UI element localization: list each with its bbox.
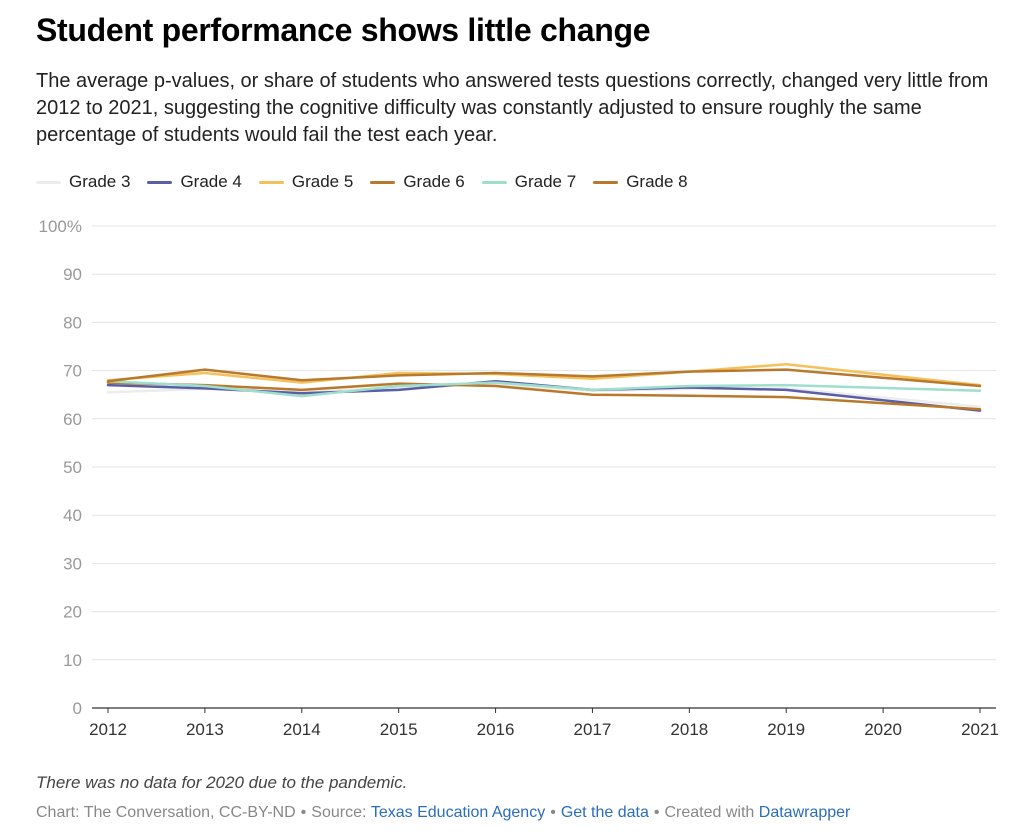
- x-tick-label: 2016: [477, 720, 515, 739]
- y-tick-label: 50: [63, 458, 82, 477]
- legend-label: Grade 3: [69, 172, 131, 191]
- y-tick-label: 80: [63, 313, 82, 332]
- x-tick-label: 2014: [283, 720, 321, 739]
- legend-label: Grade 5: [291, 172, 354, 191]
- legend-swatch: [36, 180, 61, 184]
- legend-label: Grade 4: [180, 172, 242, 191]
- x-tick-label: 2013: [186, 720, 224, 739]
- series-line-grade-8: [106, 368, 982, 388]
- footer-source-prefix: Source:: [311, 804, 367, 821]
- legend-item: Grade 5: [258, 172, 354, 192]
- chart-legend: Grade 3 Grade 4 Grade 5 Grade 6 Grade 7 Grade…: [36, 172, 705, 192]
- footer-separator: •: [653, 804, 660, 821]
- y-tick-label: 40: [63, 506, 82, 525]
- x-tick-label: 2021: [961, 720, 999, 739]
- line-chart: 0 10 20 30 40 50 60 70 80 90 100% 2012 2013 2014 2015 2…: [39, 217, 999, 739]
- series-line-grade-7: [106, 379, 982, 398]
- datawrapper-link[interactable]: Datawrapper: [758, 804, 851, 821]
- legend-swatch: [481, 180, 507, 184]
- legend-swatch: [258, 180, 284, 184]
- get-data-link[interactable]: Get the data: [560, 804, 649, 821]
- grid-layer: [92, 225, 996, 709]
- footer-credit: Chart: The Conversation, CC-BY-ND: [36, 804, 296, 821]
- chart-notes: There was no data for 2020 due to the pa…: [36, 773, 408, 792]
- legend-item: Grade 4: [147, 172, 242, 192]
- footer-created-prefix: Created with: [664, 804, 755, 821]
- y-tick-label: 100%: [39, 217, 82, 236]
- x-tick-label: 2015: [380, 720, 418, 739]
- legend-item: Grade 3: [36, 172, 130, 192]
- series-layer: [106, 363, 982, 412]
- y-tick-label: 0: [73, 699, 82, 718]
- chart-title: Student performance shows little change: [36, 12, 651, 48]
- y-tick-label: 10: [63, 651, 82, 670]
- legend-swatch: [593, 180, 619, 184]
- x-tick-label: 2012: [89, 720, 127, 739]
- y-tick-label: 60: [63, 410, 82, 429]
- legend-item: Grade 7: [481, 172, 577, 192]
- source-link[interactable]: Texas Education Agency: [370, 804, 546, 821]
- legend-item: Grade 6: [370, 172, 465, 192]
- x-tick-label: 2020: [864, 720, 902, 739]
- axis-layer: 0 10 20 30 40 50 60 70 80 90 100% 2012 2013 2014 2015 2…: [39, 217, 999, 739]
- y-tick-label: 90: [63, 265, 82, 284]
- x-tick-label: 2017: [574, 720, 612, 739]
- x-tick-label: 2019: [767, 720, 805, 739]
- footer-separator: •: [300, 804, 307, 821]
- chart-subtitle: The average p-values, or share of studen…: [36, 70, 989, 146]
- legend-label: Grade 7: [514, 172, 577, 191]
- y-tick-label: 70: [63, 362, 82, 381]
- x-tick-label: 2018: [670, 720, 708, 739]
- chart-footer: Chart: The Conversation, CC-BY-ND • Sour…: [36, 804, 850, 822]
- footer-separator: •: [550, 804, 556, 821]
- y-tick-label: 20: [63, 603, 82, 622]
- series-line-grade-6: [106, 381, 982, 411]
- legend-label: Grade 6: [403, 172, 465, 191]
- legend-swatch: [370, 180, 396, 184]
- y-tick-label: 30: [63, 554, 82, 573]
- legend-item: Grade 8: [593, 172, 688, 192]
- legend-swatch: [147, 180, 173, 184]
- legend-label: Grade 8: [626, 172, 688, 191]
